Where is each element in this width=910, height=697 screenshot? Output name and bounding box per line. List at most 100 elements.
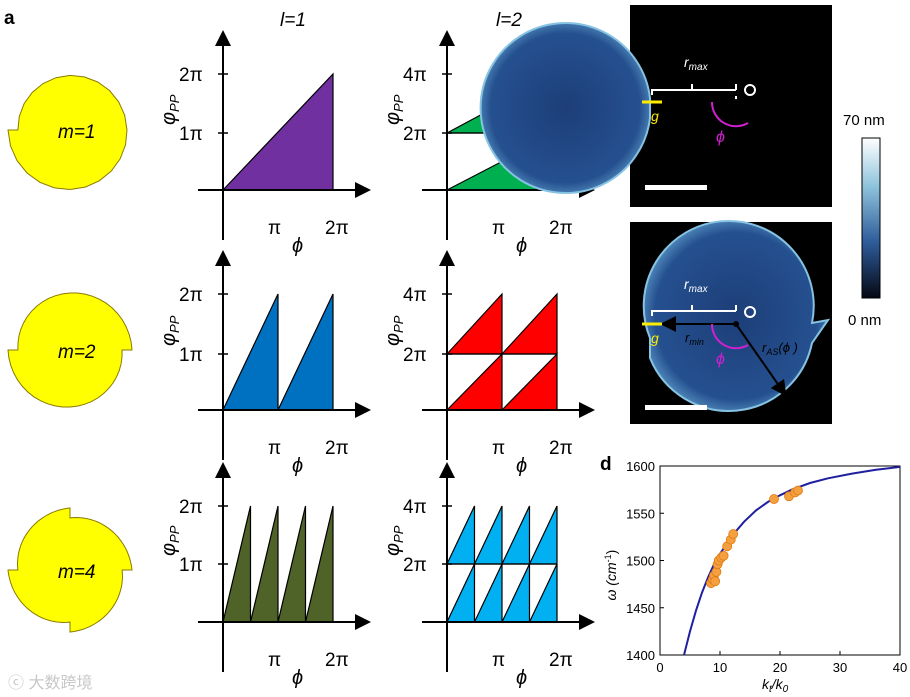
sawtooth-segment-upper [528,505,558,565]
sawtooth-segment-lower [473,563,503,623]
r-max-label: rmax [684,54,709,73]
r-min-label: rmin [685,108,704,125]
x-tick-2pi: 2π [549,650,573,671]
afm-disk [479,22,651,194]
x-axis-label: ϕ [516,667,527,689]
y-tick-top: 2π [179,65,203,86]
plot-l1-m1: 2π 1π π 2π ϕ φPP [158,30,371,257]
m-label: m=1 [58,122,96,143]
colorbar-gradient [861,137,881,299]
colorbar: 70 nm 0 nm [843,112,885,329]
x-tick-pi: π [268,218,281,239]
m-label: m=4 [58,562,96,583]
r-max-bracket [651,310,736,316]
y-tick-mid: 1π [179,124,203,145]
sawtooth-segment-upper [500,292,558,355]
colorbar-bottom-label: 0 nm [848,312,881,329]
colorbar-top-label: 70 nm [843,112,885,129]
y-tick-mid: 2π [403,555,427,576]
plot-l2-m2: 4π 2π π 2π ϕ φPP [382,250,595,477]
column-header-l1: l=1 [280,10,306,31]
x-tick-pi: π [492,218,505,239]
afm-image-c: rmax rmin g ϕ rAS(ϕ ) [630,219,832,424]
origin-marker [744,306,756,318]
sawtooth-segment-lower [528,563,558,623]
phi-label: ϕ [716,129,725,146]
x-tick-label: 10 [713,660,727,675]
row-m4: m=4 2π 1π π 2π ϕ φPP 4π 2π π 2π ϕ φPP [7,462,595,689]
plot-l1-m4: 2π 1π π 2π ϕ φPP [158,462,371,689]
x-tick-2pi: 2π [325,218,349,239]
row-m2: m=2 2π 1π π 2π ϕ φPP 4π 2π π 2π ϕ φPP [7,250,595,477]
x-axis-label: ϕ [516,235,527,257]
y-tick-mid: 1π [179,345,203,366]
panel-label-d: d [600,454,612,475]
sawtooth-segment [277,505,307,623]
y-tick-label: 1400 [626,648,655,663]
g-label: g [651,108,659,124]
data-point [769,494,779,504]
afm-background [630,5,832,207]
x-tick-label: 40 [893,660,907,675]
afm-disk [642,219,831,412]
sawtooth-segment-upper [445,292,503,355]
afm-image-b: rmax rmin g ϕ rAS(ϕ ) [479,5,832,207]
y-tick-mid: 1π [179,555,203,576]
x-tick-label: 20 [773,660,787,675]
y-tick-mid: 2π [403,124,427,145]
sawtooth-segment [221,72,334,191]
sawtooth-segment-lower [501,563,531,623]
y-tick-top: 4π [403,497,427,518]
sawtooth-segment-upper [446,505,476,565]
y-tick-label: 1500 [626,554,655,569]
m-label: m=2 [58,342,96,363]
x-axis-label: ϕ [292,455,303,477]
g-label: g [651,330,659,346]
r-as-label: rAS(ϕ ) [762,340,798,357]
sawtooth-segment [277,293,334,411]
column-header-l2: l=2 [496,10,522,31]
y-tick-top: 4π [403,65,427,86]
phi-arc [710,323,749,350]
r-max-label: rmax [684,276,709,295]
dispersion-chart: 0 10 20 30 40 1400 1450 1500 1550 1600 kt/k0 ω (cm-… [603,459,907,695]
phi-arc [710,101,749,128]
sawtooth-segment [222,293,279,411]
sawtooth-segment-upper [501,505,531,565]
r-as-arrow [735,101,787,175]
x-axis-label: kt/k0 [762,676,789,695]
y-tick-mid: 2π [403,345,427,366]
disk-m4 [7,507,133,633]
scale-bar [645,405,707,410]
sawtooth-segment [249,505,279,623]
y-tick-top: 2π [179,285,203,306]
r-max-bracket [651,89,736,95]
data-point [728,529,739,539]
x-tick-2pi: 2π [325,438,349,459]
x-axis-label: ϕ [516,455,527,477]
x-tick-pi: π [268,438,281,459]
y-axis-label: φPP [382,315,406,346]
y-axis-label: ω (cm-1) [603,550,619,601]
scale-bar [645,185,707,190]
y-tick-label: 1600 [626,459,655,474]
y-tick-label: 1550 [626,506,655,521]
y-tick-label: 1450 [626,601,655,616]
fit-curve [683,465,901,656]
sawtooth-segment-lower [445,352,503,411]
x-tick-2pi: 2π [325,650,349,671]
r-as-label: rAS(ϕ ) [762,118,798,135]
data-point [718,550,729,561]
y-axis-label: φPP [382,525,406,556]
x-axis-label: ϕ [292,235,303,257]
x-tick-2pi: 2π [549,438,573,459]
x-tick-pi: π [492,438,505,459]
data-point [793,485,803,496]
data-point [710,576,721,587]
sawtooth-segment-upper [473,505,503,565]
y-tick-top: 2π [179,497,203,518]
x-tick-2pi: 2π [549,218,573,239]
disk-m2 [7,292,133,408]
sawtooth-segment-lower [446,563,476,623]
